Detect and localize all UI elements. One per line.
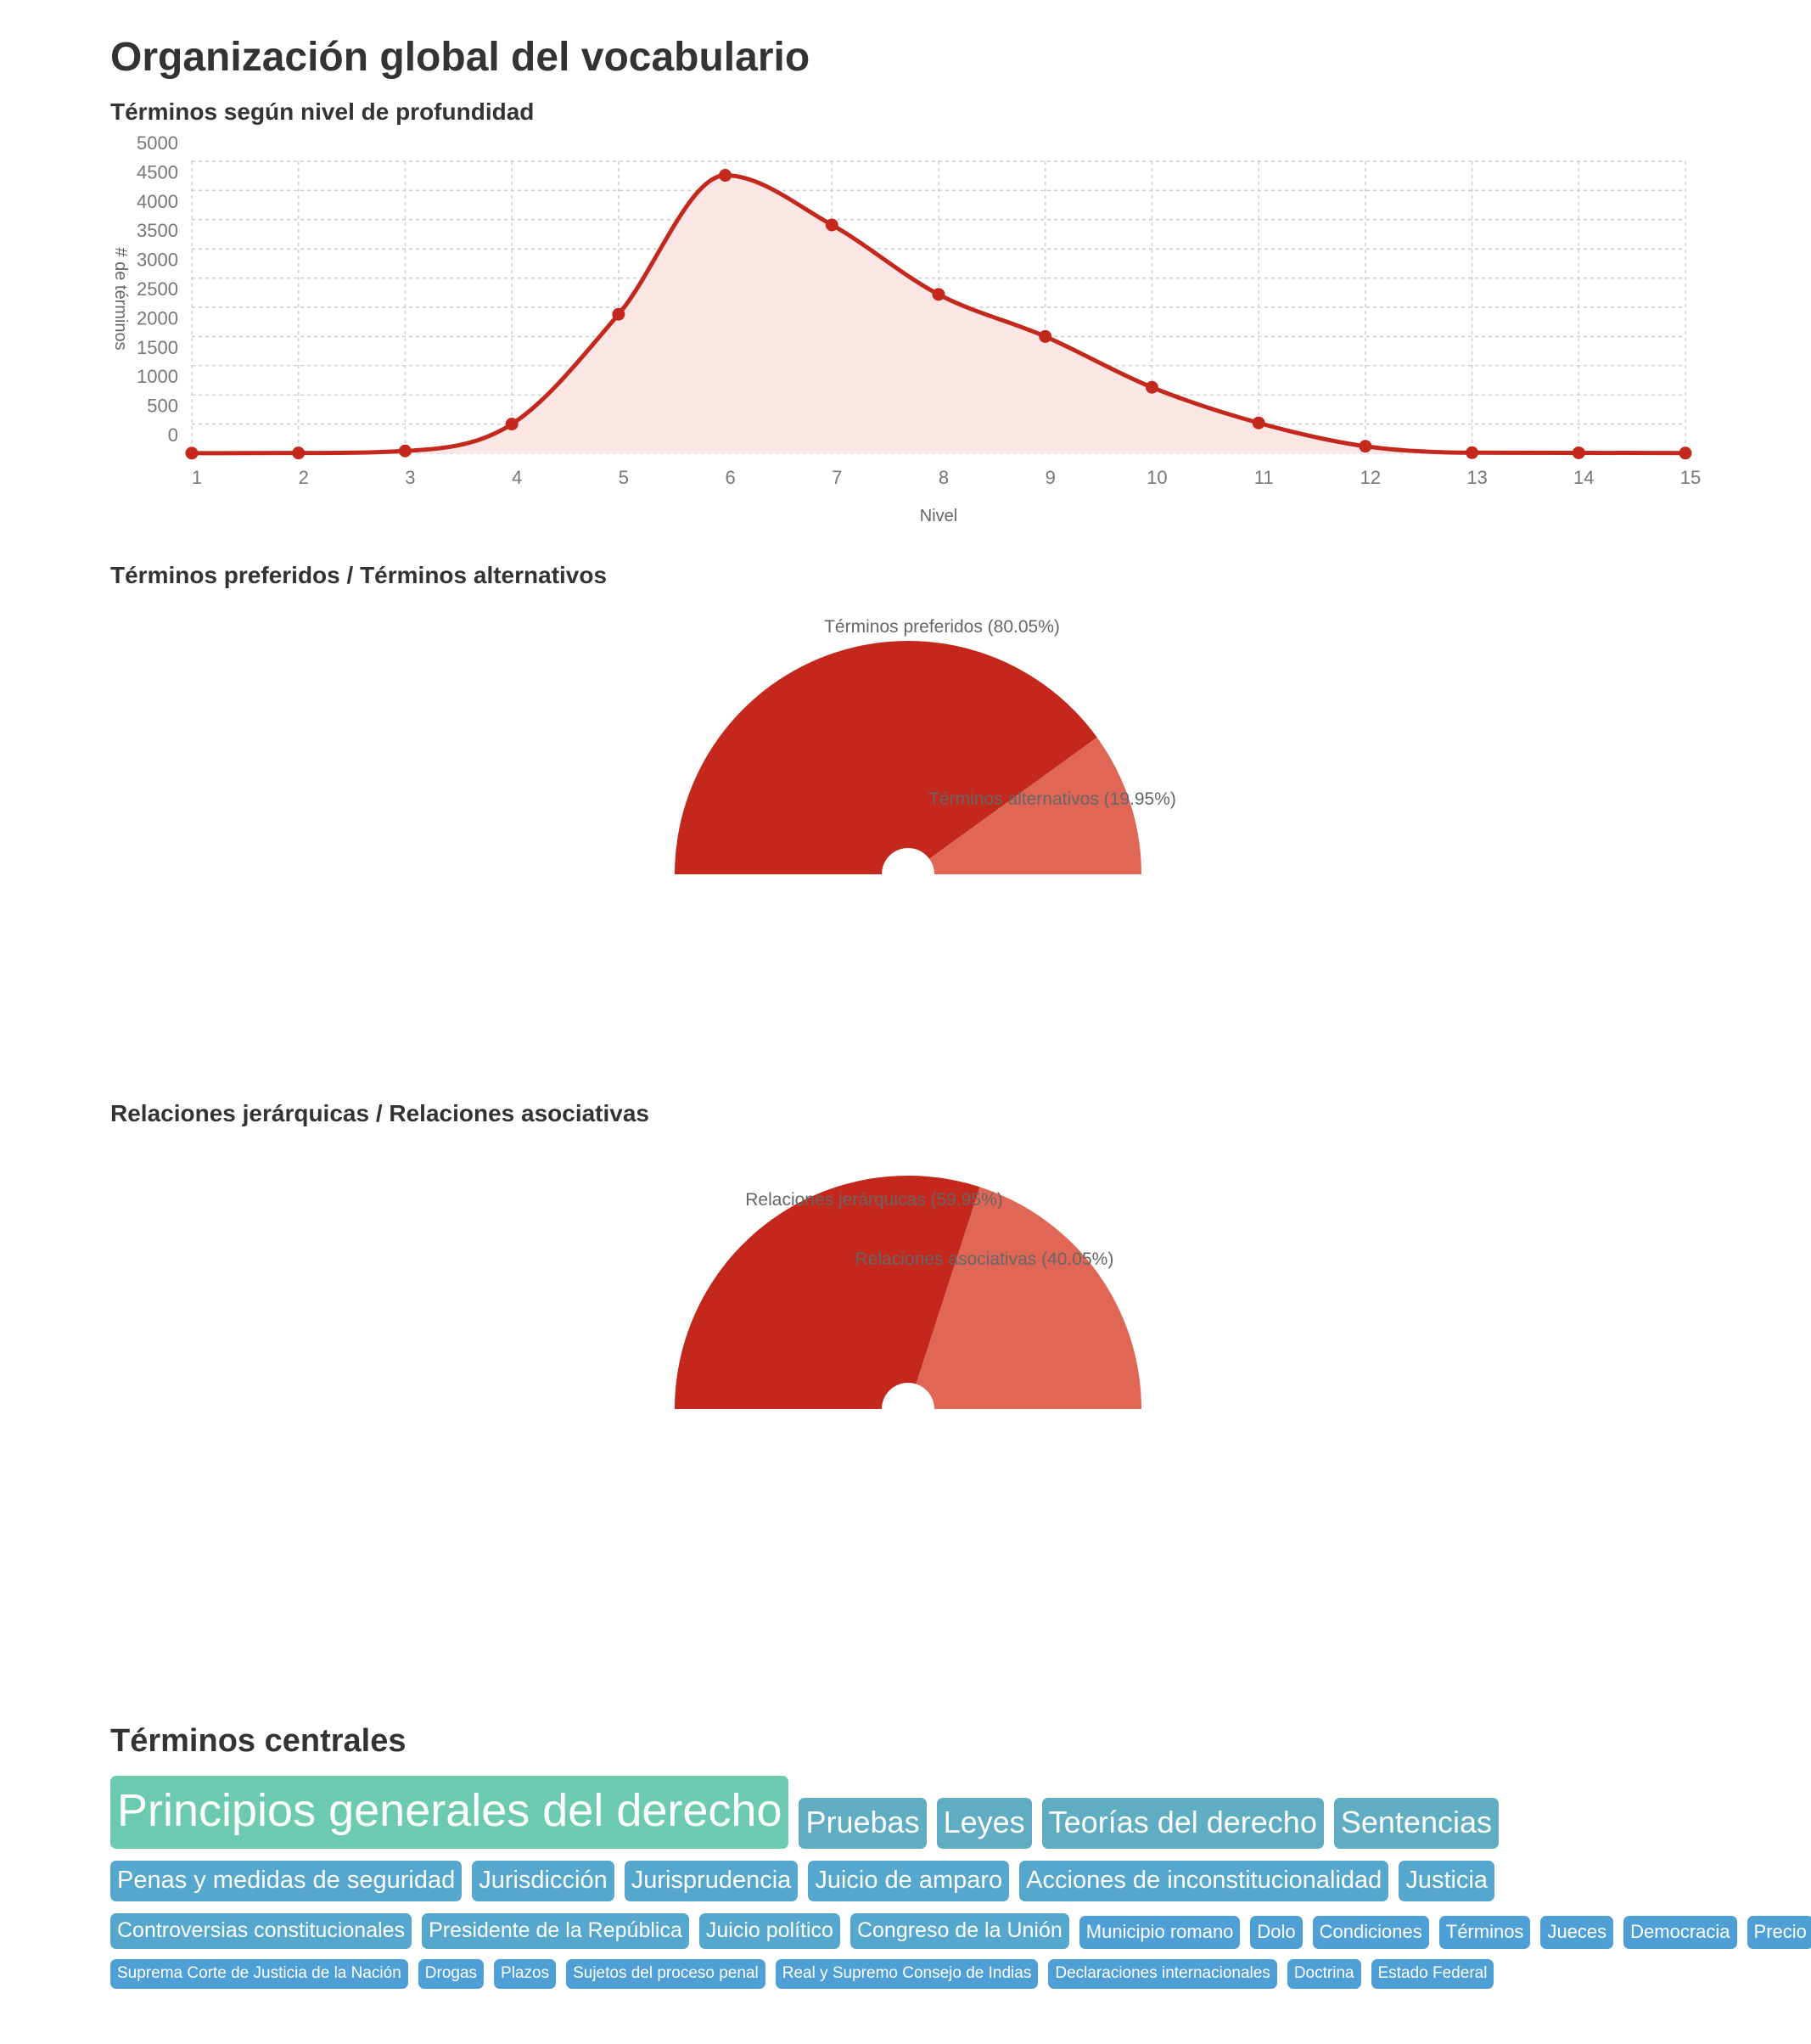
term-tag[interactable]: Jurisdicción	[472, 1861, 614, 1901]
term-tag[interactable]: Justicia	[1399, 1861, 1495, 1901]
area-fill	[192, 175, 1685, 454]
term-tag[interactable]: Drogas	[418, 1959, 485, 1989]
y-tick-label: 2500	[137, 278, 178, 300]
x-tick-label: 4	[512, 467, 522, 488]
term-tag[interactable]: Precio	[1747, 1916, 1811, 1949]
data-point[interactable]	[398, 444, 412, 458]
term-tag[interactable]: Juicio político	[698, 1913, 840, 1949]
term-tag[interactable]: Estado Federal	[1371, 1959, 1494, 1989]
term-tag[interactable]: Penas y medidas de seguridad	[110, 1861, 463, 1901]
pie-slice[interactable]	[675, 1176, 980, 1409]
term-tag[interactable]: Sentencias	[1333, 1798, 1499, 1849]
term-tag[interactable]: Declaraciones internacionales	[1048, 1959, 1277, 1989]
x-tick-label: 14	[1573, 467, 1594, 488]
data-point[interactable]	[1039, 329, 1052, 343]
term-tag[interactable]: Municipio romano	[1079, 1916, 1241, 1949]
y-tick-label: 4500	[137, 161, 178, 182]
central-terms-title: Términos centrales	[110, 1723, 406, 1759]
term-tag[interactable]: Democracia	[1623, 1916, 1737, 1949]
term-tag[interactable]: Términos	[1438, 1916, 1531, 1949]
x-tick-label: 2	[299, 467, 309, 488]
data-point[interactable]	[505, 418, 519, 431]
x-tick-label: 12	[1360, 467, 1381, 488]
slice-label: Términos alternativos (19.95%)	[928, 789, 1176, 809]
term-tag[interactable]: Congreso de la Unión	[849, 1913, 1069, 1949]
data-point[interactable]	[1466, 446, 1479, 459]
data-point[interactable]	[1359, 440, 1372, 453]
data-point[interactable]	[825, 218, 838, 232]
term-tag[interactable]: Doctrina	[1287, 1959, 1361, 1989]
pie-slice[interactable]	[675, 641, 1097, 874]
pie-slice[interactable]	[916, 1187, 1141, 1409]
x-tick-label: 7	[832, 467, 842, 488]
data-point[interactable]	[719, 169, 732, 182]
central-terms-cloud: Principios generales del derecho Pruebas L…	[110, 1776, 1811, 1989]
y-tick-label: 500	[147, 396, 178, 417]
y-tick-label: 4000	[137, 191, 178, 212]
tag-row: Penas y medidas de seguridad Jurisdicción…	[110, 1861, 1723, 1901]
data-point[interactable]	[1145, 380, 1158, 394]
term-tag[interactable]: Real y Supremo Consejo de Indias	[775, 1959, 1039, 1989]
x-axis-title: Nivel	[920, 507, 957, 525]
data-point[interactable]	[612, 307, 625, 321]
data-point[interactable]	[1572, 446, 1585, 459]
data-point[interactable]	[1679, 446, 1692, 460]
term-tag[interactable]: Teorías del derecho	[1041, 1798, 1324, 1849]
x-tick-label: 11	[1254, 467, 1274, 488]
x-tick-label: 1	[192, 467, 202, 488]
relations-semi-donut-chart: Relaciones jerárquicas (59.95%) Relacione…	[675, 1176, 1141, 1409]
slice-label: Términos preferidos (80.05%)	[824, 617, 1060, 637]
y-axis-title: # de términos	[111, 247, 130, 350]
tag-row: Controversias constitucionales Presidente…	[110, 1913, 1811, 1949]
x-tick-label: 15	[1680, 467, 1701, 488]
y-tick-label: 1500	[137, 337, 178, 358]
y-tick-label: 3000	[137, 250, 178, 271]
term-tag[interactable]: Controversias constitucionales	[110, 1913, 412, 1949]
terms-pie-title: Términos preferidos / Términos alternati…	[110, 562, 608, 588]
term-tag[interactable]: Plazos	[494, 1959, 557, 1989]
term-tag[interactable]: Suprema Corte de Justicia de la Nación	[110, 1959, 408, 1989]
term-tag[interactable]: Jueces	[1540, 1916, 1614, 1949]
term-tag[interactable]: Presidente de la República	[422, 1913, 689, 1949]
tag-row: Suprema Corte de Justicia de la Nación Dr…	[110, 1959, 1723, 1989]
pie-slice[interactable]	[929, 737, 1141, 874]
x-tick-label: 13	[1466, 467, 1487, 488]
tag-row: Principios generales del derecho Pruebas L…	[110, 1776, 1723, 1849]
slice-label: Relaciones asociativas (40.05%)	[855, 1249, 1114, 1269]
slice-label: Relaciones jerárquicas (59.95%)	[745, 1190, 1003, 1210]
depth-area-chart: 0 500 1000 1500 2000 2500 3000 3500 4000 4500 5000…	[111, 132, 1701, 525]
x-tick-label: 8	[939, 467, 949, 488]
depth-chart-title: Términos según nivel de profundidad	[110, 98, 535, 125]
y-tick-label: 1000	[137, 366, 178, 387]
y-tick-label: 3500	[137, 220, 178, 241]
series-line	[191, 173, 1686, 456]
x-tick-label: 5	[619, 467, 629, 488]
term-tag[interactable]: Pruebas	[799, 1798, 927, 1849]
term-tag[interactable]: Condiciones	[1312, 1916, 1429, 1949]
term-tag[interactable]: Leyes	[936, 1798, 1032, 1849]
x-tick-label: 9	[1046, 467, 1056, 488]
y-tick-label: 2000	[137, 307, 178, 328]
data-point[interactable]	[185, 446, 199, 460]
term-tag[interactable]: Jurisprudencia	[624, 1861, 799, 1901]
y-tick-label: 0	[168, 424, 178, 446]
terms-semi-donut-chart: Términos preferidos (80.05%) Términos alt…	[675, 617, 1176, 874]
term-tag[interactable]: Juicio de amparo	[808, 1861, 1010, 1901]
term-tag[interactable]: Acciones de inconstitucionalidad	[1019, 1861, 1389, 1901]
relations-pie-title: Relaciones jerárquicas / Relaciones asoc…	[110, 1100, 650, 1126]
term-tag[interactable]: Principios generales del derecho	[110, 1776, 789, 1849]
data-point[interactable]	[1252, 416, 1265, 430]
term-tag[interactable]: Dolo	[1250, 1916, 1303, 1949]
term-tag[interactable]: Sujetos del proceso penal	[566, 1959, 765, 1989]
page-title: Organización global del vocabulario	[110, 35, 810, 80]
x-tick-label: 10	[1147, 467, 1167, 488]
x-tick-label: 6	[725, 467, 735, 488]
data-point[interactable]	[932, 288, 945, 301]
x-tick-label: 3	[405, 467, 415, 488]
data-point[interactable]	[292, 446, 306, 460]
y-tick-label: 5000	[137, 132, 178, 154]
